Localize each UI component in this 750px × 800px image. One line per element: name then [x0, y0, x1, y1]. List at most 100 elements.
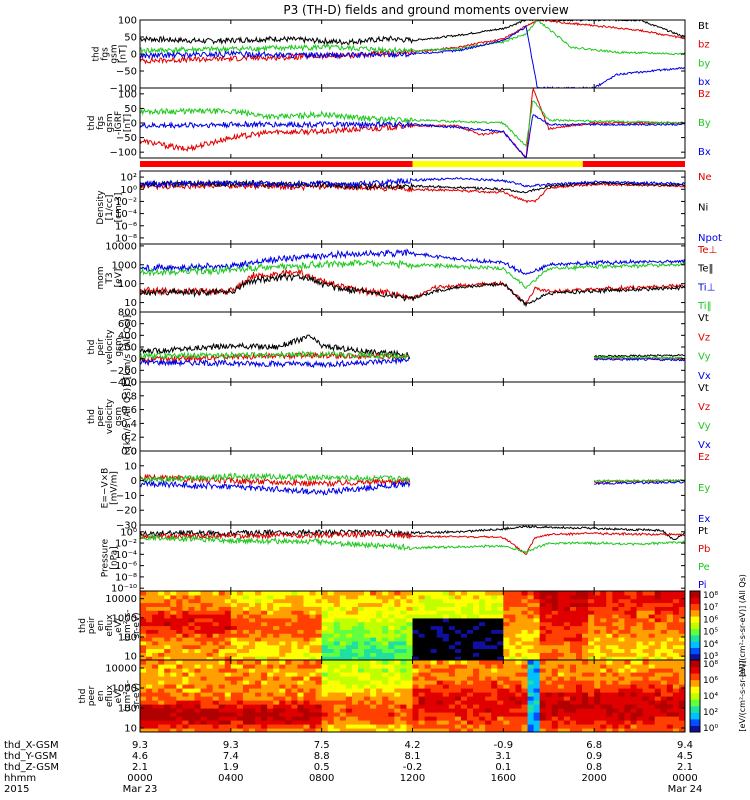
- spectrogram-cell: [582, 696, 589, 701]
- spectrogram-cell: [588, 644, 595, 650]
- spectrogram-cell: [497, 684, 504, 689]
- spectrogram-cell: [600, 617, 607, 623]
- spectrogram-cell: [491, 664, 498, 669]
- spectrogram-cell: [358, 644, 365, 650]
- spectrogram-cell: [309, 621, 317, 627]
- spectrogram-cell: [230, 724, 238, 729]
- spectrogram-cell: [164, 712, 171, 717]
- spectrogram-cell: [236, 728, 244, 732]
- spectrogram-cell: [521, 594, 529, 600]
- spectrogram-cell: [576, 610, 583, 615]
- spectrogram-cell: [636, 664, 644, 669]
- spectrogram-cell: [303, 700, 311, 705]
- spectrogram-cell: [442, 606, 450, 611]
- spectrogram-cell: [545, 610, 553, 615]
- colorbar-segment: [690, 705, 700, 713]
- spectrogram-cell: [194, 610, 202, 615]
- spectrogram-cell: [327, 676, 335, 681]
- spectrogram-cell: [545, 637, 553, 642]
- spectrogram-cell: [333, 610, 341, 615]
- spectrogram-cell: [224, 594, 232, 600]
- spectrogram-cell: [648, 617, 656, 623]
- spectrogram-cell: [533, 648, 541, 653]
- colorbar-segment: [690, 597, 700, 605]
- y-tick-label: −10: [116, 491, 137, 502]
- spectrogram-cell: [454, 672, 462, 677]
- spectrogram-cell: [551, 704, 559, 709]
- spectrogram-cell: [200, 668, 208, 673]
- spectrogram-cell: [358, 724, 365, 729]
- spectrogram-cell: [400, 633, 408, 638]
- spectrogram-cell: [654, 637, 662, 642]
- spectrogram-cell: [467, 602, 474, 607]
- spectrogram-cell: [624, 680, 632, 685]
- spectrogram-cell: [569, 720, 577, 725]
- y-tick-label: 100: [118, 89, 137, 100]
- spectrogram-cell: [388, 606, 395, 611]
- spectrogram-cell: [460, 614, 468, 619]
- spectrogram-cell: [327, 712, 335, 717]
- y-tick-label: 10⁰: [120, 185, 137, 196]
- y-tick-label: 0: [131, 476, 137, 487]
- series-e-field-Ey: [140, 472, 685, 484]
- spectrogram-cell: [261, 625, 268, 630]
- spectrogram-cell: [285, 728, 292, 732]
- spectrogram-cell: [454, 724, 462, 729]
- spectrogram-cell: [594, 640, 601, 646]
- spectrogram-cell: [339, 708, 347, 713]
- spectrogram-cell: [291, 652, 299, 657]
- spectrogram-cell: [388, 602, 395, 607]
- spectrogram-cell: [454, 610, 462, 615]
- spectrogram-cell: [261, 700, 268, 705]
- spectrogram-cell: [666, 708, 674, 713]
- spectrogram-cell: [424, 708, 432, 713]
- spectrogram-cell: [394, 629, 401, 634]
- spectrogram-cell: [212, 684, 220, 689]
- colorbar-segment: [690, 628, 700, 636]
- spectrogram-cell: [327, 656, 335, 660]
- spectrogram-cell: [164, 629, 171, 634]
- spectrogram-cell: [388, 656, 395, 660]
- spectrogram-cell: [230, 644, 238, 650]
- spectrogram-cell: [576, 606, 583, 611]
- spectrogram-cell: [321, 606, 329, 611]
- spectrogram-cell: [370, 648, 377, 653]
- spectrogram-cell: [503, 724, 510, 729]
- spectrogram-cell: [600, 591, 607, 596]
- spectrogram-cell: [430, 656, 438, 660]
- time-axis: thd_X-GSM 9.3 9.3 7.5 4.2 -0.9 6.8 9.4thd_Y-GSM…: [4, 740, 702, 795]
- spectrogram-cell: [412, 660, 420, 665]
- spectrogram-cell: [182, 712, 190, 717]
- spectrogram-cell: [594, 692, 601, 697]
- spectrogram-cell: [648, 652, 656, 657]
- spectrogram-cell: [224, 629, 232, 634]
- spectrogram-cell: [636, 617, 644, 623]
- spectrogram-cell: [364, 720, 371, 725]
- spectrogram-cell: [170, 652, 177, 657]
- spectrogram-cell: [521, 640, 529, 646]
- spectrogram-cell: [473, 708, 480, 713]
- legend-entry: Ne: [698, 172, 712, 183]
- spectrogram-cell: [364, 640, 371, 646]
- spectrogram-cell: [551, 648, 559, 653]
- spectrogram-cell: [394, 724, 401, 729]
- time-row-value: 9.3: [132, 740, 148, 751]
- spectrogram-cell: [370, 656, 377, 660]
- spectrogram-cell: [442, 617, 450, 623]
- spectrogram-cell: [146, 633, 153, 638]
- spectrogram-cell: [249, 668, 256, 673]
- spectrogram-cell: [249, 610, 256, 615]
- spectrogram-cell: [436, 633, 444, 638]
- y-tick-label: 10⁻⁶: [115, 561, 137, 572]
- spectrogram-cell: [491, 708, 498, 713]
- spectrogram-cell: [612, 633, 619, 638]
- time-row-value: -0.9: [494, 740, 514, 751]
- spectrogram-cell: [158, 610, 165, 615]
- spectrogram-cell: [370, 633, 377, 638]
- spectrogram-cell: [406, 633, 414, 638]
- spectrogram-cell: [624, 652, 632, 657]
- spectrogram-cell: [315, 656, 323, 660]
- spectrogram-cell: [424, 610, 432, 615]
- y-label-line: [1/cc]: [105, 195, 115, 221]
- spectrogram-cell: [642, 668, 650, 673]
